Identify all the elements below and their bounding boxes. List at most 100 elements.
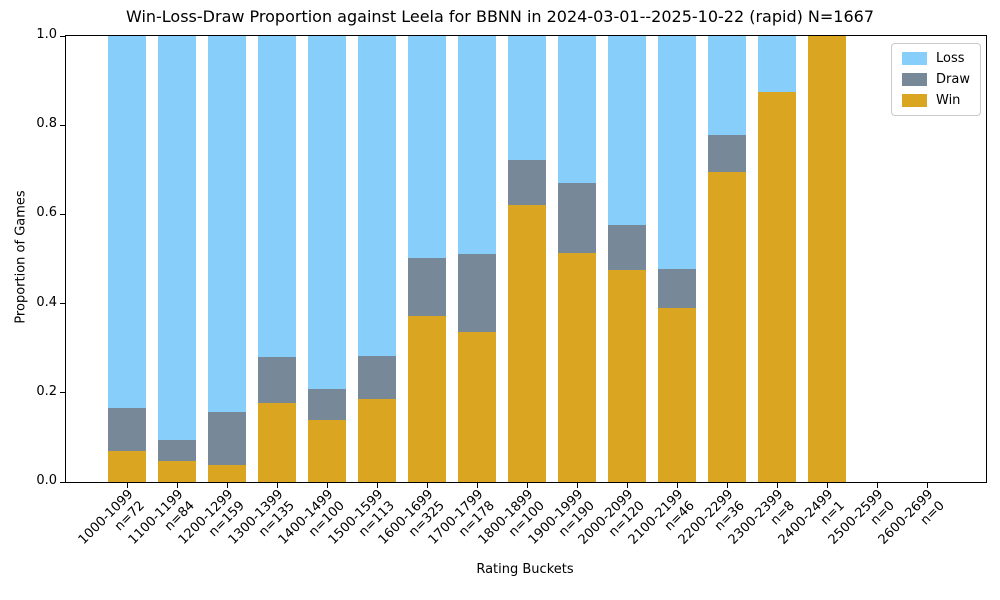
chart-title: Win-Loss-Draw Proportion against Leela f… bbox=[125, 7, 875, 26]
bar-segment-draw bbox=[358, 356, 396, 399]
bar-segment-win bbox=[708, 172, 746, 482]
x-tick bbox=[326, 483, 328, 488]
x-tick bbox=[826, 483, 828, 488]
bar-segment-draw bbox=[558, 183, 596, 253]
bar-segment-loss bbox=[158, 36, 196, 440]
bar-1900-1999 bbox=[558, 36, 596, 482]
legend-swatch-win bbox=[902, 94, 927, 107]
plot-area bbox=[60, 35, 987, 488]
bar-segment-draw bbox=[608, 225, 646, 270]
bar-1600-1699 bbox=[408, 36, 446, 482]
x-tick bbox=[776, 483, 778, 488]
x-tick bbox=[526, 483, 528, 488]
bar-segment-loss bbox=[758, 36, 796, 92]
bar-segment-loss bbox=[508, 36, 546, 160]
bar-1500-1599 bbox=[358, 36, 396, 482]
y-tick-label: 1.0 bbox=[36, 27, 57, 42]
y-tick-label: 0.0 bbox=[36, 473, 57, 488]
bar-segment-win bbox=[208, 465, 246, 482]
bar-segment-win bbox=[258, 403, 296, 482]
bar-1800-1899 bbox=[508, 36, 546, 482]
y-tick-label: 0.2 bbox=[36, 383, 57, 399]
y-tick-label: 0.4 bbox=[36, 294, 57, 310]
bar-1100-1199 bbox=[158, 36, 196, 482]
bar-segment-loss bbox=[208, 36, 246, 412]
x-tick bbox=[576, 483, 578, 488]
bar-2000-2099 bbox=[608, 36, 646, 482]
x-tick bbox=[426, 483, 428, 488]
bar-segment-draw bbox=[708, 135, 746, 172]
bar-segment-win bbox=[108, 451, 146, 482]
bar-1700-1799 bbox=[458, 36, 496, 482]
bar-segment-win bbox=[658, 308, 696, 482]
x-tick bbox=[226, 483, 228, 488]
bar-segment-win bbox=[408, 316, 446, 482]
bar-segment-loss bbox=[558, 36, 596, 183]
bar-2100-2199 bbox=[658, 36, 696, 482]
bar-segment-loss bbox=[308, 36, 346, 389]
bar-2200-2299 bbox=[708, 36, 746, 482]
bar-segment-loss bbox=[458, 36, 496, 254]
bar-1400-1499 bbox=[308, 36, 346, 482]
bar-segment-loss bbox=[408, 36, 446, 258]
bar-segment-draw bbox=[458, 254, 496, 332]
x-tick bbox=[726, 483, 728, 488]
bar-segment-draw bbox=[508, 160, 546, 205]
y-tick bbox=[60, 303, 65, 305]
x-tick bbox=[176, 483, 178, 488]
bar-1200-1299 bbox=[208, 36, 246, 482]
bar-segment-win bbox=[758, 92, 796, 482]
bar-segment-draw bbox=[208, 412, 246, 465]
bar-segment-draw bbox=[308, 389, 346, 420]
y-tick bbox=[60, 481, 65, 483]
x-tick bbox=[376, 483, 378, 488]
x-tick bbox=[876, 483, 878, 488]
x-tick bbox=[676, 483, 678, 488]
bar-segment-win bbox=[308, 420, 346, 482]
bar-segment-win bbox=[358, 399, 396, 482]
x-tick bbox=[126, 483, 128, 488]
bar-segment-win bbox=[458, 332, 496, 482]
y-tick bbox=[60, 213, 65, 215]
bar-segment-draw bbox=[408, 258, 446, 316]
bar-segment-win bbox=[558, 253, 596, 482]
x-tick bbox=[626, 483, 628, 488]
bar-2300-2399 bbox=[758, 36, 796, 482]
legend-item-draw: Draw bbox=[902, 72, 970, 87]
bar-segment-win bbox=[158, 461, 196, 482]
legend-label-win: Win bbox=[936, 93, 961, 108]
bar-segment-loss bbox=[108, 36, 146, 408]
bar-segment-loss bbox=[708, 36, 746, 135]
x-tick bbox=[476, 483, 478, 488]
y-tick-label: 0.8 bbox=[36, 116, 57, 132]
bar-segment-loss bbox=[258, 36, 296, 357]
y-tick-label: 0.6 bbox=[36, 205, 57, 221]
legend-label-draw: Draw bbox=[936, 72, 970, 87]
bar-segment-win bbox=[608, 270, 646, 482]
bar-segment-loss bbox=[358, 36, 396, 356]
x-tick bbox=[276, 483, 278, 488]
y-tick bbox=[60, 392, 65, 394]
bar-1300-1399 bbox=[258, 36, 296, 482]
legend: Loss Draw Win bbox=[891, 43, 981, 116]
x-axis-label: Rating Buckets bbox=[476, 562, 574, 577]
bar-segment-loss bbox=[608, 36, 646, 225]
bar-segment-loss bbox=[658, 36, 696, 269]
legend-item-loss: Loss bbox=[902, 51, 970, 66]
legend-label-loss: Loss bbox=[936, 51, 965, 66]
bar-2400-2499 bbox=[808, 36, 846, 482]
bar-segment-draw bbox=[158, 440, 196, 461]
bar-segment-draw bbox=[658, 269, 696, 308]
bar-segment-win bbox=[508, 205, 546, 482]
bar-1000-1099 bbox=[108, 36, 146, 482]
y-tick bbox=[60, 124, 65, 126]
x-tick bbox=[926, 483, 928, 488]
bar-segment-win bbox=[808, 36, 846, 482]
legend-item-win: Win bbox=[902, 93, 970, 108]
y-tick bbox=[60, 35, 65, 37]
legend-swatch-draw bbox=[902, 73, 927, 86]
bar-segment-draw bbox=[108, 408, 146, 451]
legend-swatch-loss bbox=[902, 52, 927, 65]
bar-segment-draw bbox=[258, 357, 296, 403]
